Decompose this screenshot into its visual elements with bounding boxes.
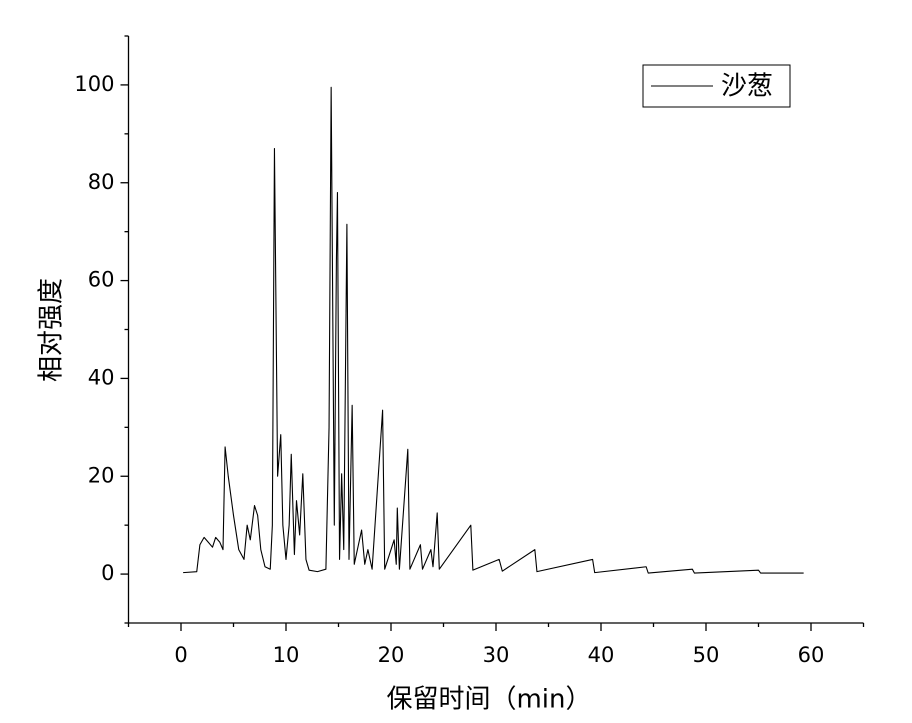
x-axis-label: 保留时间（min） (386, 685, 591, 715)
series-line (183, 86, 804, 574)
x-tick-label: 60 (798, 643, 825, 667)
y-tick-label: 80 (88, 170, 115, 194)
y-tick-label: 0 (101, 561, 114, 585)
y-tick-label: 40 (88, 365, 115, 389)
x-tick-label: 10 (273, 643, 300, 667)
x-tick-label: 40 (588, 643, 615, 667)
legend-label: 沙葱 (721, 72, 773, 102)
y-tick-label: 100 (74, 72, 114, 96)
x-tick-label: 20 (378, 643, 405, 667)
y-tick-label: 20 (88, 463, 115, 487)
y-axis-label: 相对强度 (37, 278, 67, 382)
x-tick-label: 50 (693, 643, 720, 667)
x-tick-label: 0 (174, 643, 187, 667)
x-tick-label: 30 (483, 643, 510, 667)
y-tick-label: 60 (88, 268, 115, 292)
